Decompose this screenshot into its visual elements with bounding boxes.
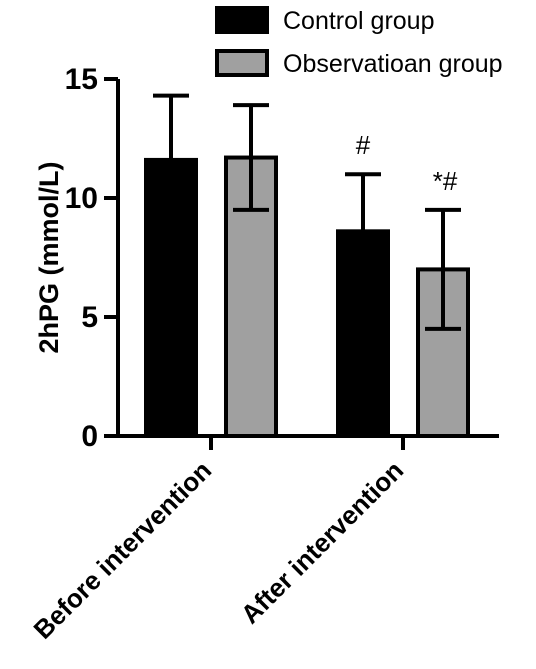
legend-swatch xyxy=(215,6,269,34)
x-tick-label: Before intervention xyxy=(27,455,217,645)
bar xyxy=(144,157,198,438)
x-axis: Before intervention After intervention xyxy=(27,434,499,645)
y-tick-label: 5 xyxy=(81,301,98,334)
x-tick-label: After intervention xyxy=(235,455,409,629)
significance-annotation: # xyxy=(356,130,371,160)
y-tick-label: 15 xyxy=(65,63,98,96)
legend: Control group Observatioan group xyxy=(215,6,503,78)
y-tick-label: 10 xyxy=(65,182,98,215)
bars: # *# xyxy=(144,93,470,438)
y-axis-title: 2hPG (mmol/L) xyxy=(34,161,64,353)
significance-annotation: *# xyxy=(433,166,458,196)
bar xyxy=(336,229,390,438)
y-tick-label: 0 xyxy=(81,420,98,453)
legend-label: Control group xyxy=(283,7,434,35)
legend-label: Observatioan group xyxy=(283,50,503,78)
legend-swatch xyxy=(215,49,269,77)
y-axis: 0 5 10 15 2hPG (mmol/L) xyxy=(34,63,120,453)
